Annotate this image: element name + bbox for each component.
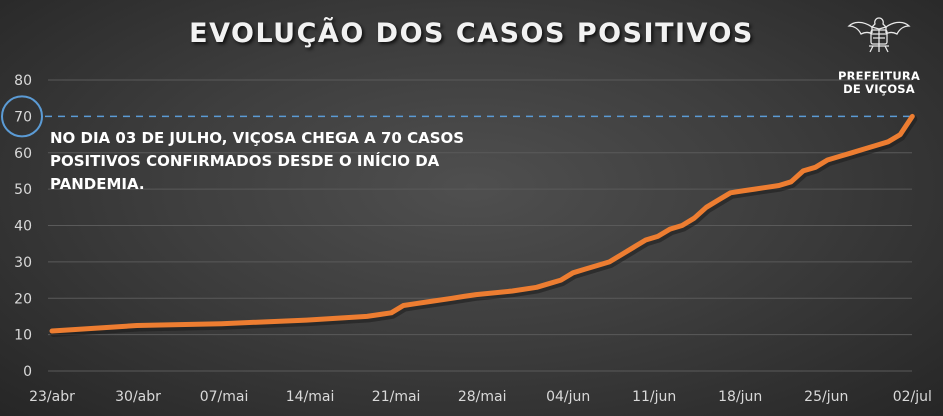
- x-tick-label: 23/abr: [29, 389, 75, 405]
- x-tick-label: 07/mai: [200, 389, 249, 405]
- x-axis-ticks: 23/abr 30/abr 07/mai 14/mai 21/mai 28/mai 04/j…: [29, 389, 932, 405]
- x-tick-label: 04/jun: [546, 389, 590, 405]
- x-tick-label: 11/jun: [632, 389, 676, 405]
- series-line-casos: [49, 113, 915, 334]
- x-tick-label: 28/mai: [458, 389, 507, 405]
- logo-line-1: PREFEITURA: [837, 69, 921, 83]
- highlight-circle-70: [1, 95, 43, 138]
- x-tick-label: 14/mai: [286, 389, 335, 405]
- y-axis-ticks: 0 10 20 30 40 50 60 70 80: [14, 73, 32, 380]
- chart-title: EVOLUÇÃO DOS CASOS POSITIVOS: [189, 18, 754, 49]
- y-tick-label: 10: [14, 328, 32, 344]
- x-tick-label: 25/jun: [804, 389, 848, 405]
- x-tick-label: 21/mai: [372, 389, 421, 405]
- y-tick-label: 70: [14, 109, 32, 125]
- prefeitura-logo: PREFEITURA DE VIÇOSA: [826, 12, 932, 96]
- annotation-text: NO DIA 03 DE JULHO, VIÇOSA CHEGA A 70 CA…: [50, 129, 465, 193]
- x-tick-label: 30/abr: [115, 389, 161, 405]
- y-tick-label: 0: [23, 364, 32, 380]
- eagle-crest-icon: [847, 17, 911, 53]
- x-tick-label: 18/jun: [718, 389, 762, 405]
- y-tick-label: 50: [14, 182, 32, 198]
- y-tick-label: 60: [14, 146, 32, 162]
- y-tick-label: 20: [14, 291, 32, 307]
- y-tick-label: 80: [14, 73, 32, 89]
- series-line-shadow: [50, 115, 918, 337]
- y-tick-label: 30: [14, 255, 32, 271]
- y-tick-label: 40: [14, 219, 32, 235]
- x-tick-label: 02/jul: [893, 389, 932, 405]
- logo-line-2: DE VIÇOSA: [843, 82, 915, 96]
